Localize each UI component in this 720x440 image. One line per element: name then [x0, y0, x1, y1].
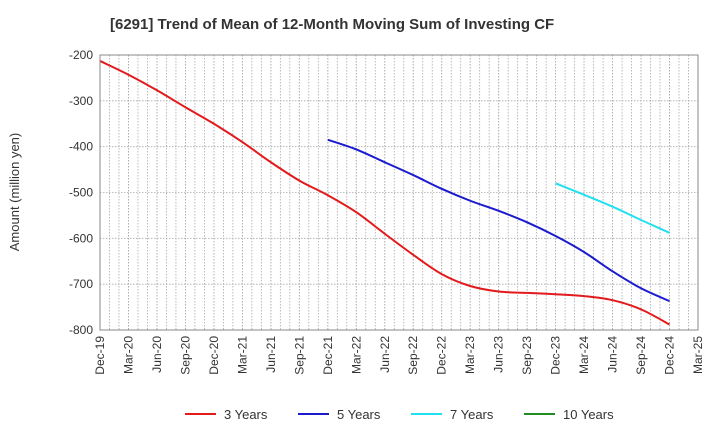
y-tick-label: -700: [69, 277, 93, 291]
chart-title: [6291] Trend of Mean of 12-Month Moving …: [110, 16, 554, 33]
gridlines: [100, 55, 698, 330]
y-tick-label: -300: [69, 94, 93, 108]
legend-label-5-years: 5 Years: [337, 407, 381, 422]
series-lines: [99, 60, 670, 326]
series-line-5-years: [327, 138, 670, 303]
x-tick-label: Jun-24: [606, 336, 620, 373]
series-line-7-years: [555, 182, 670, 234]
x-tick-label: Jun-20: [150, 336, 164, 373]
y-tick-label: -600: [69, 231, 93, 245]
x-tick-label: Dec-21: [321, 336, 335, 375]
legend-label-7-years: 7 Years: [450, 407, 494, 422]
x-tick-label: Dec-22: [435, 336, 449, 375]
x-tick-label: Sep-20: [178, 336, 192, 375]
y-tick-label: -200: [69, 48, 93, 62]
x-tick-label: Sep-24: [634, 336, 648, 375]
y-axis-ticks: -200 -300 -400 -500 -600 -700 -800: [69, 48, 93, 337]
legend-label-3-years: 3 Years: [224, 407, 268, 422]
x-tick-label: Sep-21: [292, 336, 306, 375]
x-tick-label: Mar-22: [349, 336, 363, 374]
x-tick-label: Dec-20: [207, 336, 221, 375]
x-tick-label: Jun-23: [492, 336, 506, 373]
series-line-3-years: [99, 60, 670, 326]
x-axis-ticks: Dec-19 Mar-20 Jun-20 Sep-20 Dec-20 Mar-21 Jun-…: [93, 336, 705, 375]
x-tick-label: Dec-19: [93, 336, 107, 375]
y-tick-label: -400: [69, 140, 93, 154]
y-tick-label: -800: [69, 323, 93, 337]
y-axis-label: Amount (million yen): [7, 133, 22, 252]
y-tick-label: -500: [69, 186, 93, 200]
x-tick-label: Sep-22: [406, 336, 420, 375]
x-tick-label: Dec-24: [663, 336, 677, 375]
x-tick-label: Mar-24: [577, 336, 591, 374]
x-tick-label: Mar-25: [691, 336, 705, 374]
x-tick-label: Mar-21: [235, 336, 249, 374]
plot-area: [99, 54, 699, 331]
x-tick-label: Jun-22: [378, 336, 392, 373]
x-tick-label: Dec-23: [549, 336, 563, 375]
legend-label-10-years: 10 Years: [563, 407, 614, 422]
x-tick-label: Mar-20: [121, 336, 135, 374]
x-tick-label: Mar-23: [463, 336, 477, 374]
x-tick-label: Sep-23: [520, 336, 534, 375]
x-tick-label: Jun-21: [264, 336, 278, 373]
legend: 3 Years 5 Years 7 Years 10 Years: [185, 407, 614, 422]
